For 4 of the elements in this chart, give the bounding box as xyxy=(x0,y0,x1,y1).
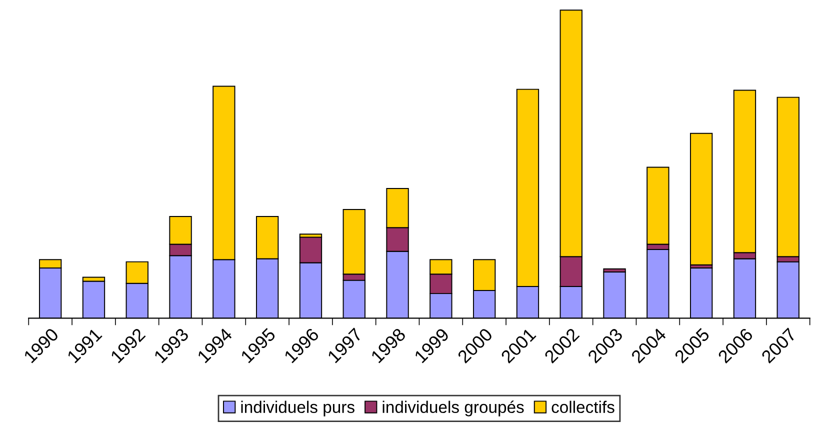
legend-label: collectifs xyxy=(552,400,614,414)
bar xyxy=(690,132,713,266)
legend-label: individuels groupés xyxy=(382,400,524,416)
legend-label: individuels purs xyxy=(241,400,354,416)
